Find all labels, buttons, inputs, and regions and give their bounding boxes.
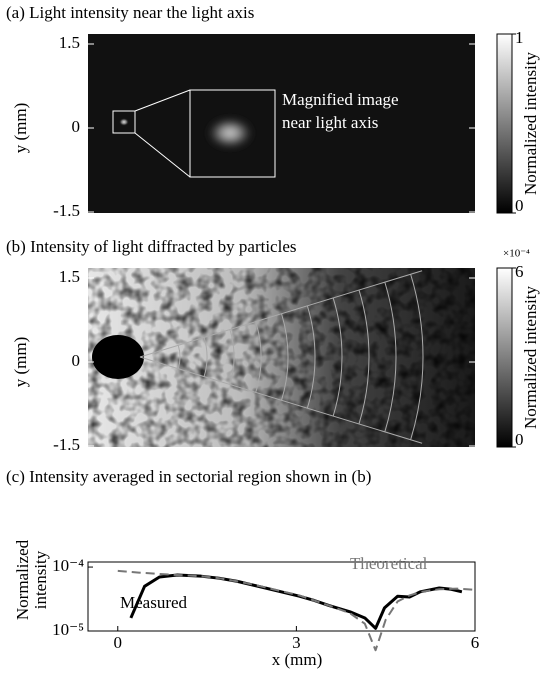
legend-label: Theoretical — [350, 554, 428, 573]
colorbar-tick-label: 0 — [515, 430, 524, 449]
dark-center — [92, 335, 144, 379]
x-axis-label: x (mm) — [272, 650, 323, 669]
image — [88, 34, 475, 213]
y-axis-label: y (mm) — [11, 337, 30, 388]
panel-b: (b) Intensity of light diffracted by par… — [6, 237, 540, 454]
y-tick-label: 10⁻⁵ — [52, 620, 84, 639]
y-tick-label: 10⁻⁴ — [52, 556, 84, 575]
legend-label: Measured — [120, 593, 188, 612]
colorbar — [496, 33, 513, 214]
colorbar-tick-label: 1 — [515, 28, 524, 47]
panel-title: (a) Light intensity near the light axis — [6, 3, 254, 22]
y-axis-label: intensity — [31, 550, 50, 609]
colorbar-scale: ×10⁻⁴ — [503, 248, 530, 260]
plot-frame — [87, 561, 476, 632]
magnified-spot — [206, 117, 254, 149]
panel-title: (b) Intensity of light diffracted by par… — [6, 237, 297, 256]
speckle — [88, 268, 475, 447]
colorbar-label: Normalized intensity — [521, 51, 540, 195]
y-tick-label: 1.5 — [59, 267, 80, 286]
series-line — [117, 569, 476, 652]
y-axis-label: y (mm) — [11, 103, 30, 154]
y-axis-label: Normalized — [13, 539, 32, 620]
annotation: Magnified image — [282, 90, 399, 109]
colorbar — [496, 267, 513, 448]
colorbar-label: Normalized intensity — [521, 285, 540, 429]
y-tick-label: -1.5 — [53, 435, 80, 454]
x-tick-label: 3 — [292, 633, 301, 652]
y-tick-label: 0 — [72, 117, 81, 136]
y-tick-label: -1.5 — [53, 201, 80, 220]
colorbar-tick-label: 6 — [515, 262, 524, 281]
x-tick-label: 6 — [471, 633, 480, 652]
panel-a: (a) Light intensity near the light axis … — [6, 3, 540, 220]
y-tick-label: 1.5 — [59, 33, 80, 52]
inset-box — [112, 110, 136, 134]
sector-lines — [139, 270, 424, 444]
spot — [119, 118, 129, 126]
zoom-lines — [134, 89, 191, 178]
y-tick-label: 0 — [72, 351, 81, 370]
panel-c: (c) Intensity averaged in sectorial regi… — [6, 467, 479, 669]
annotation: near light axis — [282, 113, 378, 132]
x-tick-label: 0 — [114, 633, 123, 652]
colorbar-tick-label: 0 — [515, 196, 524, 215]
sector-region — [139, 270, 424, 444]
panel-title: (c) Intensity averaged in sectorial regi… — [6, 467, 371, 486]
